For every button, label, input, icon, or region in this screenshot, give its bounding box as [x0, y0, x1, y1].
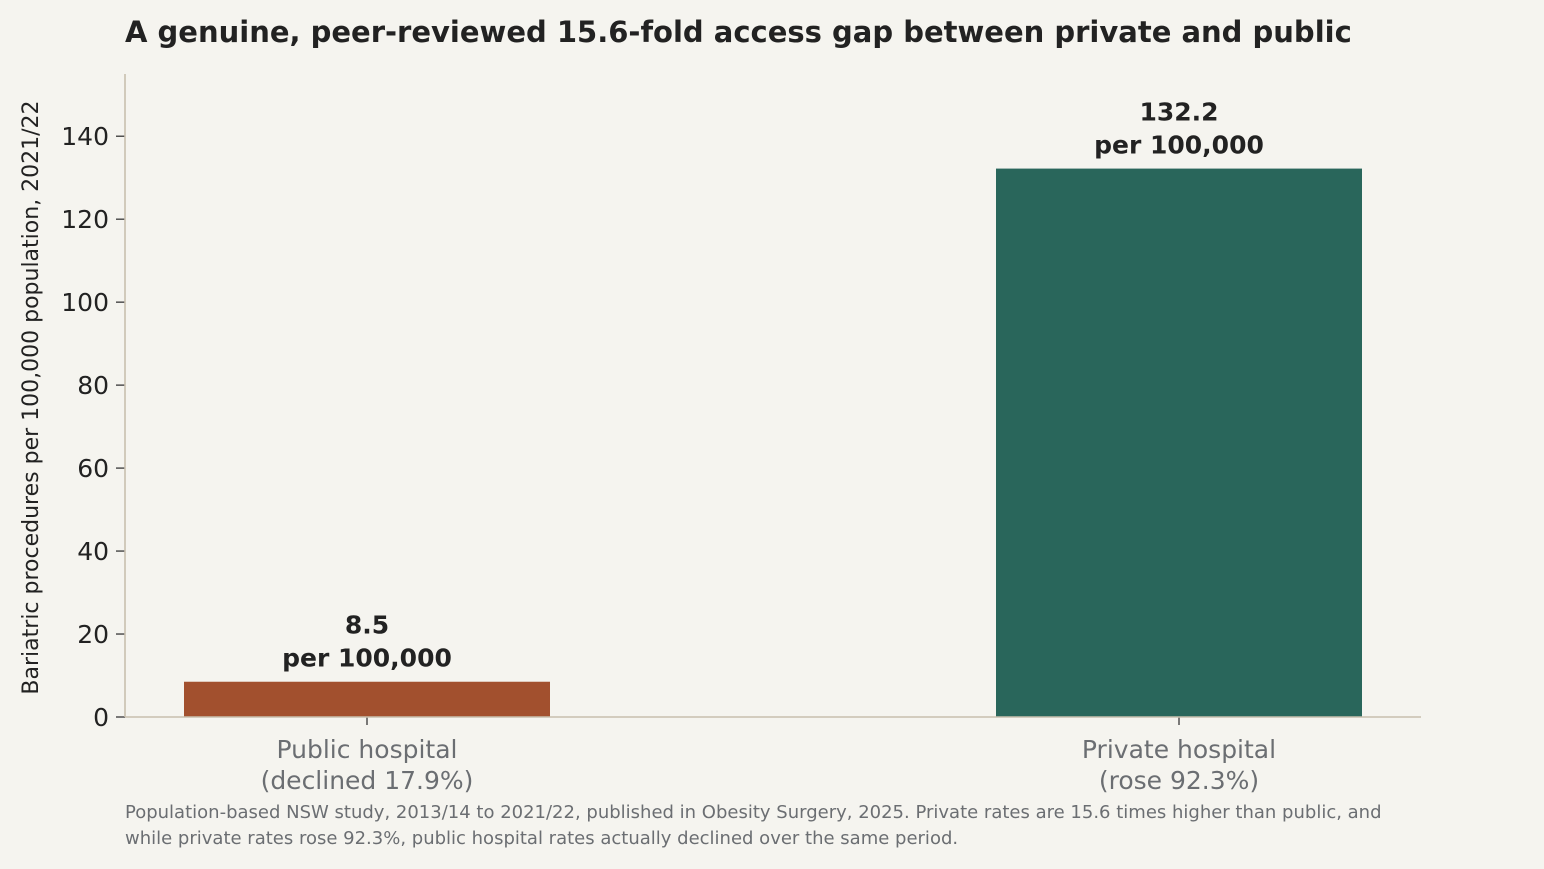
chart-title: A genuine, peer-reviewed 15.6-fold acces… [125, 15, 1352, 49]
y-tick-label: 80 [77, 371, 109, 400]
bar-1 [996, 168, 1362, 717]
y-axis-label: Bariatric procedures per 100,000 populat… [19, 100, 44, 694]
y-tick-label: 0 [93, 703, 109, 732]
data-labels: 8.5 per 100,000 132.2 per 100,000 [282, 98, 1264, 673]
y-axis-ticks: 0 20 40 60 80 100 120 140 [61, 122, 125, 732]
bars [184, 168, 1362, 717]
data-label-0: 8.5 per 100,000 [282, 611, 452, 673]
footnote-line-2: while private rates rose 92.3%, public h… [125, 828, 959, 849]
y-tick-label: 20 [77, 620, 109, 649]
x-tick-label: Public hospital (declined 17.9%) [261, 735, 474, 795]
y-tick-label: 120 [61, 205, 109, 234]
y-tick-label: 140 [61, 122, 109, 151]
data-label-1: 132.2 per 100,000 [1094, 98, 1264, 160]
y-tick-label: 40 [77, 537, 109, 566]
bar-0 [184, 681, 550, 717]
y-tick-label: 60 [77, 454, 109, 483]
footnote: Population-based NSW study, 2013/14 to 2… [125, 800, 1535, 852]
y-tick-label: 100 [61, 288, 109, 317]
x-tick-label: Private hospital (rose 92.3%) [1082, 735, 1276, 795]
footnote-line-1: Population-based NSW study, 2013/14 to 2… [125, 802, 1382, 823]
x-axis-ticks: Public hospital (declined 17.9%) Private h… [261, 717, 1276, 795]
